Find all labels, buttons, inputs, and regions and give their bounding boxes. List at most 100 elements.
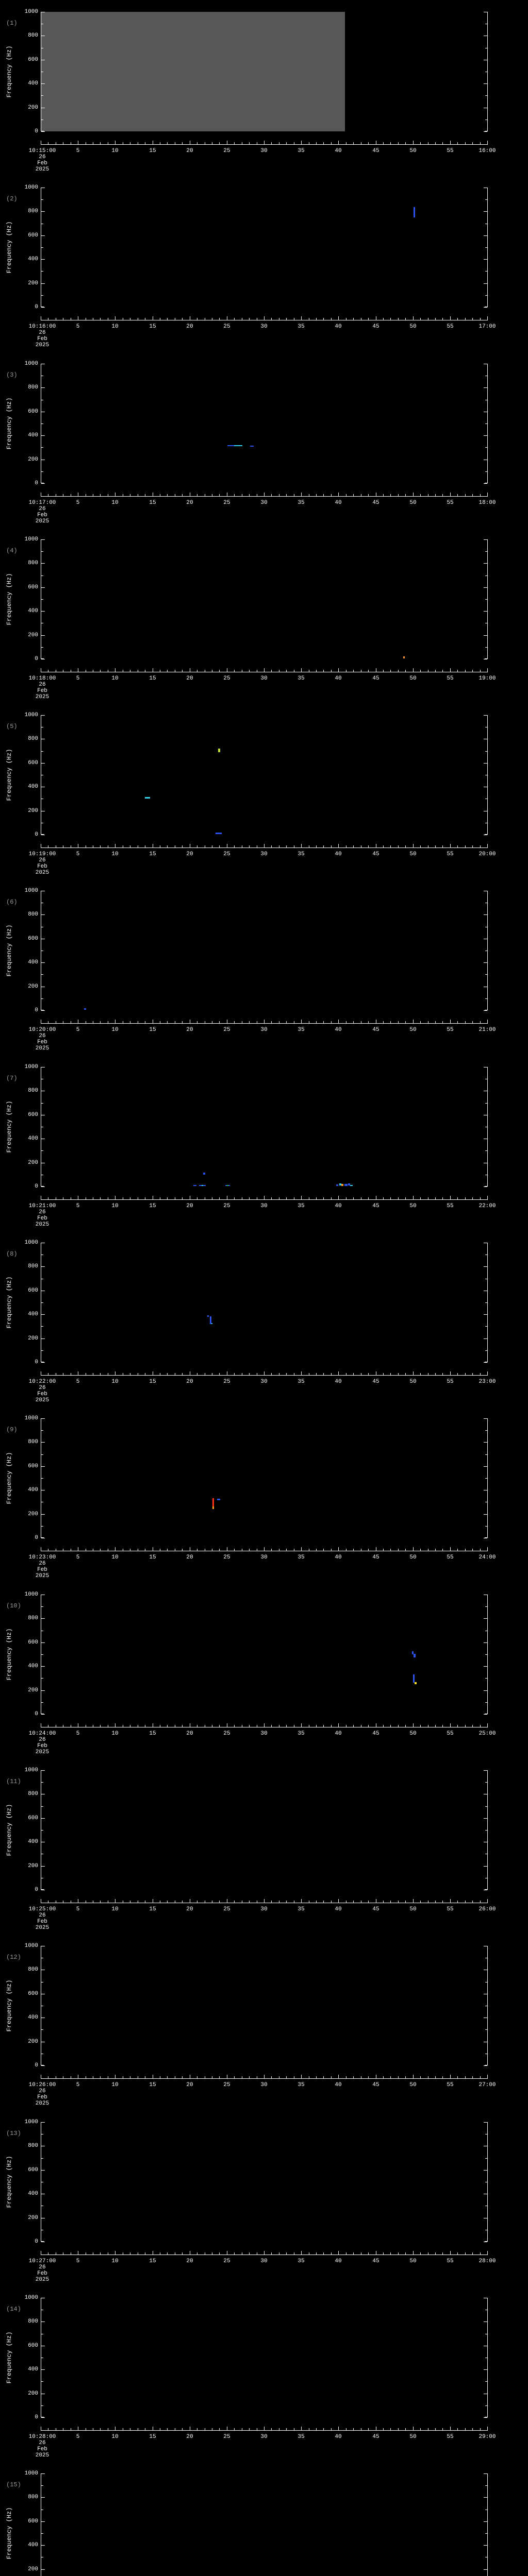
time-tick-label: 20	[186, 1906, 193, 1912]
time-tick-label: 10	[111, 1731, 119, 1737]
freq-tick-label: 600	[28, 409, 38, 415]
time-tick	[301, 141, 302, 144]
time-tick	[383, 670, 384, 672]
freq-tick	[41, 1314, 45, 1315]
freq-tick	[484, 283, 487, 284]
freq-tick-label: 200	[28, 1511, 38, 1517]
time-axis	[41, 144, 488, 145]
freq-axis-right	[487, 1067, 488, 1187]
date-label: 26	[39, 1033, 46, 1039]
time-tick-label: 50	[409, 675, 417, 682]
time-tick-label: 55	[447, 1379, 454, 1385]
time-tick	[450, 493, 451, 496]
freq-tick-label: 200	[28, 2215, 38, 2221]
time-tick	[405, 1373, 406, 1375]
time-tick	[420, 1197, 421, 1199]
time-tick	[472, 2076, 473, 2078]
time-tick	[480, 494, 481, 496]
time-tick-label: 30	[260, 1906, 268, 1912]
time-tick	[480, 845, 481, 848]
freq-tick	[484, 2170, 487, 2171]
time-tick	[323, 2076, 324, 2078]
freq-tick	[41, 131, 45, 132]
time-tick	[420, 845, 421, 848]
time-tick	[480, 1901, 481, 1903]
freq-tick	[484, 1338, 487, 1339]
freq-tick	[41, 2381, 43, 2382]
time-tick	[472, 845, 473, 848]
time-tick	[457, 494, 458, 496]
freq-tick-label: 200	[28, 1335, 38, 1342]
freq-tick	[484, 715, 487, 716]
freq-tick-label: 1000	[24, 184, 38, 191]
time-tick	[219, 1549, 220, 1551]
spectrogram-panel: (2) Frequency (Hz) 0 200 400 600 800 1000 5 10 15 2…	[0, 176, 528, 351]
time-axis-end-label: 20:00	[478, 851, 496, 857]
time-tick	[115, 1371, 116, 1375]
freq-tick	[484, 435, 487, 436]
time-tick	[435, 1197, 436, 1199]
time-tick-label: 40	[335, 324, 342, 330]
time-tick	[457, 1549, 458, 1551]
panel-index-label: (2)	[6, 195, 18, 202]
time-tick	[413, 1547, 414, 1551]
time-tick	[353, 1901, 354, 1903]
freq-tick	[41, 715, 45, 716]
time-tick	[100, 2252, 101, 2255]
freq-tick-label: 0	[35, 480, 38, 486]
time-tick	[182, 1373, 183, 1375]
time-tick	[480, 1549, 481, 1551]
event-mark	[218, 748, 220, 752]
time-tick	[405, 1549, 406, 1551]
time-tick	[301, 1196, 302, 1199]
date-label: 2025	[35, 1573, 50, 1579]
time-tick	[480, 318, 481, 320]
time-tick	[465, 318, 466, 320]
time-tick-label: 50	[409, 1379, 417, 1385]
time-tick	[353, 318, 354, 320]
panel-index-label: (6)	[6, 899, 18, 906]
time-tick	[390, 1725, 391, 1727]
freq-tick	[485, 1302, 487, 1303]
time-tick	[383, 1725, 384, 1727]
time-tick	[457, 318, 458, 320]
time-tick	[219, 142, 220, 144]
time-tick	[100, 2428, 101, 2430]
freq-tick	[484, 611, 487, 612]
time-tick-label: 30	[260, 851, 268, 857]
panel-index-label: (5)	[6, 723, 18, 730]
freq-tick	[485, 2405, 487, 2406]
freq-tick	[41, 295, 43, 296]
spectrogram-panel: (8) Frequency (Hz) 0 200 400 600 800 1000 5 10 15 2…	[0, 1231, 528, 1406]
freq-tick-label: 200	[28, 280, 38, 286]
time-tick-label: 50	[409, 2434, 417, 2440]
time-tick	[167, 2076, 168, 2078]
time-tick	[413, 1371, 414, 1375]
time-tick	[457, 2428, 458, 2430]
time-tick	[316, 318, 317, 320]
time-tick-label: 50	[409, 2082, 417, 2088]
time-tick	[420, 1373, 421, 1375]
time-tick-label: 20	[186, 1379, 193, 1385]
time-tick	[286, 1197, 287, 1199]
time-tick-label: 25	[223, 1379, 230, 1385]
freq-tick	[484, 83, 487, 84]
time-tick-label: 5	[76, 851, 80, 857]
event-mark	[211, 1323, 213, 1325]
time-tick	[480, 142, 481, 144]
time-tick	[405, 2252, 406, 2255]
time-tick	[331, 670, 332, 672]
time-tick	[480, 1725, 481, 1727]
time-tick-label: 10	[111, 2258, 119, 2264]
time-tick	[249, 2076, 250, 2078]
time-tick	[271, 1373, 272, 1375]
time-tick	[219, 1373, 220, 1375]
freq-tick	[41, 2521, 45, 2522]
time-tick	[487, 141, 488, 144]
freq-tick	[484, 2122, 487, 2123]
time-tick	[219, 1725, 220, 1727]
panel-index-label: (1)	[6, 20, 18, 27]
time-tick	[249, 1197, 250, 1199]
time-tick-label: 35	[298, 675, 305, 682]
